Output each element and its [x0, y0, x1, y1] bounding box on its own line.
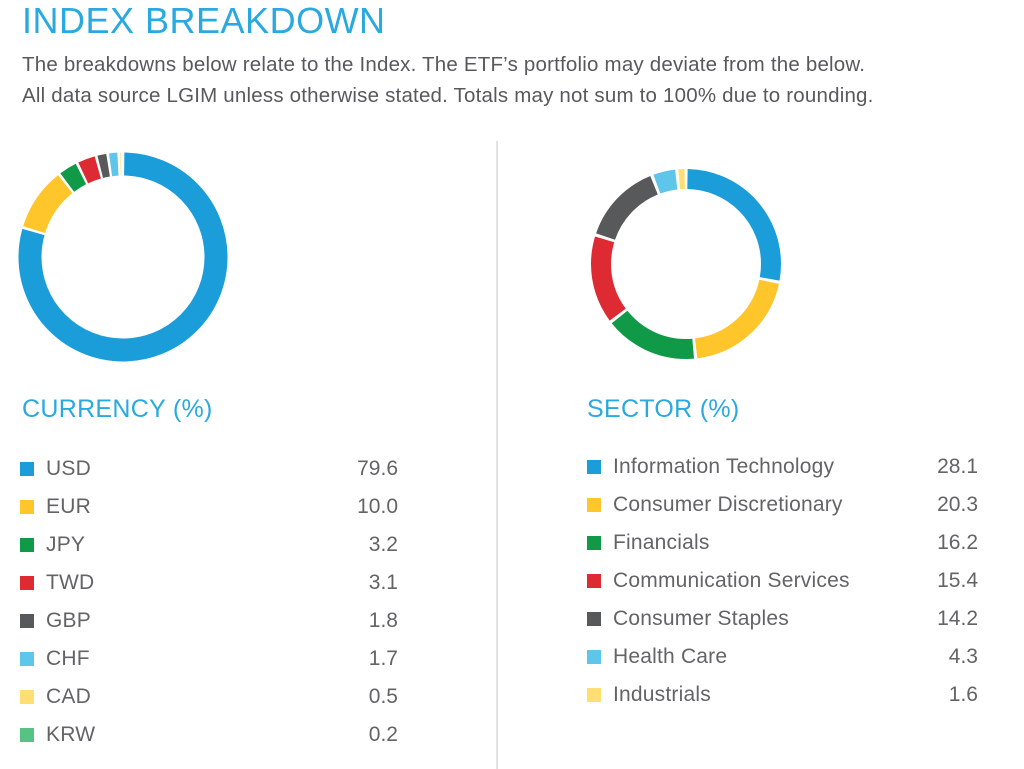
legend-row-chf: CHF 1.7 [20, 640, 398, 678]
legend-value-twd: 3.1 [368, 571, 398, 594]
color-swatch-gbp [20, 614, 34, 628]
page-title: INDEX BREAKDOWN [22, 0, 386, 41]
legend-value-consumer-staples: 14.2 [937, 607, 978, 630]
legend-row-twd: TWD 3.1 [20, 564, 398, 602]
legend-label-consumer-staples: Consumer Staples [613, 607, 789, 630]
currency-donut-chart [18, 152, 228, 362]
legend-label-krw: KRW [46, 723, 96, 746]
color-swatch-twd [20, 576, 34, 590]
legend-value-consumer-discretionary: 20.3 [937, 493, 978, 516]
donut-slice-information-technology [591, 169, 781, 359]
legend-value-information-technology: 28.1 [937, 455, 978, 478]
color-swatch-chf [20, 652, 34, 666]
color-swatch-krw [20, 728, 34, 742]
legend-label-eur: EUR [46, 495, 91, 518]
sector-heading: SECTOR (%) [587, 395, 740, 423]
donut-slice-usd [18, 152, 228, 362]
legend-value-jpy: 3.2 [368, 533, 398, 556]
legend-value-cad: 0.5 [368, 685, 398, 708]
color-swatch-health-care [587, 650, 601, 664]
currency-heading: CURRENCY (%) [22, 395, 213, 423]
legend-label-twd: TWD [46, 571, 95, 594]
legend-label-communication-services: Communication Services [613, 569, 850, 592]
legend-row-information-technology: Information Technology 28.1 [587, 448, 978, 486]
color-swatch-industrials [587, 688, 601, 702]
color-swatch-communication-services [587, 574, 601, 588]
color-swatch-information-technology [587, 460, 601, 474]
page-subtitle: The breakdowns below relate to the Index… [22, 49, 874, 111]
legend-row-consumer-discretionary: Consumer Discretionary 20.3 [587, 486, 978, 524]
subtitle-line-1: The breakdowns below relate to the Index… [22, 53, 866, 76]
column-divider [496, 141, 498, 769]
sector-legend: Information Technology 28.1 Consumer Discr… [587, 448, 978, 714]
legend-label-financials: Financials [613, 531, 710, 554]
color-swatch-jpy [20, 538, 34, 552]
legend-row-gbp: GBP 1.8 [20, 602, 398, 640]
legend-value-health-care: 4.3 [948, 645, 978, 668]
color-swatch-usd [20, 462, 34, 476]
legend-row-industrials: Industrials 1.6 [587, 676, 978, 714]
legend-row-usd: USD 79.6 [20, 450, 398, 488]
donut-slice-financials [591, 169, 781, 359]
legend-row-consumer-staples: Consumer Staples 14.2 [587, 600, 978, 638]
color-swatch-financials [587, 536, 601, 550]
legend-value-financials: 16.2 [937, 531, 978, 554]
legend-row-krw: KRW 0.2 [20, 716, 398, 754]
legend-row-eur: EUR 10.0 [20, 488, 398, 526]
legend-value-chf: 1.7 [368, 647, 398, 670]
legend-value-communication-services: 15.4 [937, 569, 978, 592]
legend-row-health-care: Health Care 4.3 [587, 638, 978, 676]
legend-label-cad: CAD [46, 685, 91, 708]
subtitle-line-2: All data source LGIM unless otherwise st… [22, 84, 874, 107]
legend-label-information-technology: Information Technology [613, 455, 835, 478]
legend-value-usd: 79.6 [357, 457, 398, 480]
color-swatch-eur [20, 500, 34, 514]
legend-label-industrials: Industrials [613, 683, 711, 706]
legend-row-jpy: JPY 3.2 [20, 526, 398, 564]
legend-label-gbp: GBP [46, 609, 91, 632]
color-swatch-cad [20, 690, 34, 704]
legend-label-jpy: JPY [46, 533, 86, 556]
legend-value-industrials: 1.6 [948, 683, 978, 706]
currency-legend: USD 79.6 EUR 10.0 JPY 3.2 TWD 3.1 GBP 1.8 CHF 1.7 CA… [20, 450, 398, 754]
legend-label-consumer-discretionary: Consumer Discretionary [613, 493, 843, 516]
sector-donut-chart [591, 169, 781, 359]
color-swatch-consumer-discretionary [587, 498, 601, 512]
color-swatch-consumer-staples [587, 612, 601, 626]
legend-row-financials: Financials 16.2 [587, 524, 978, 562]
legend-label-health-care: Health Care [613, 645, 728, 668]
legend-value-krw: 0.2 [368, 723, 398, 746]
legend-label-chf: CHF [46, 647, 90, 670]
legend-label-usd: USD [46, 457, 91, 480]
legend-row-cad: CAD 0.5 [20, 678, 398, 716]
donut-slice-krw [18, 152, 228, 362]
donut-slice-communication-services [591, 169, 781, 359]
legend-value-gbp: 1.8 [368, 609, 398, 632]
legend-value-eur: 10.0 [357, 495, 398, 518]
legend-row-communication-services: Communication Services 15.4 [587, 562, 978, 600]
